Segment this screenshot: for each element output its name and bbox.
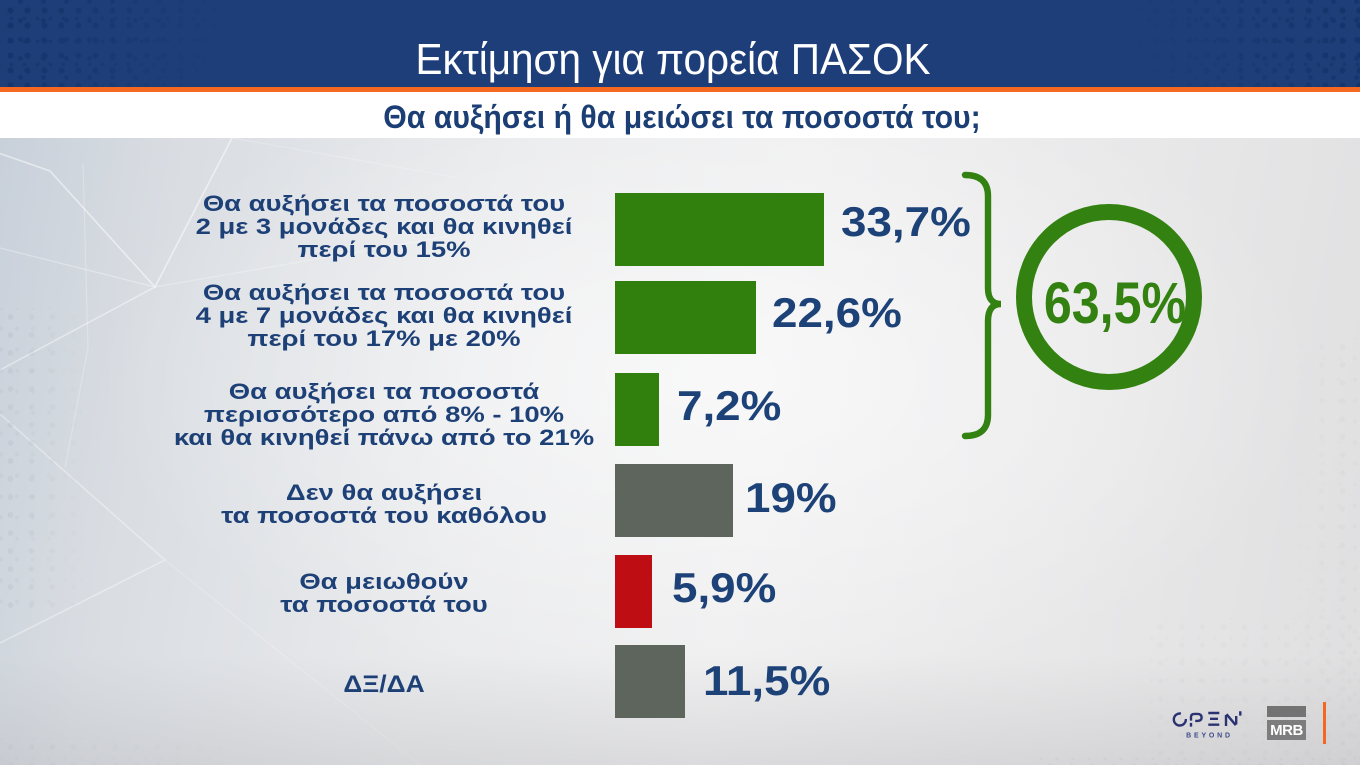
- svg-text:BEYOND: BEYOND: [1186, 733, 1233, 740]
